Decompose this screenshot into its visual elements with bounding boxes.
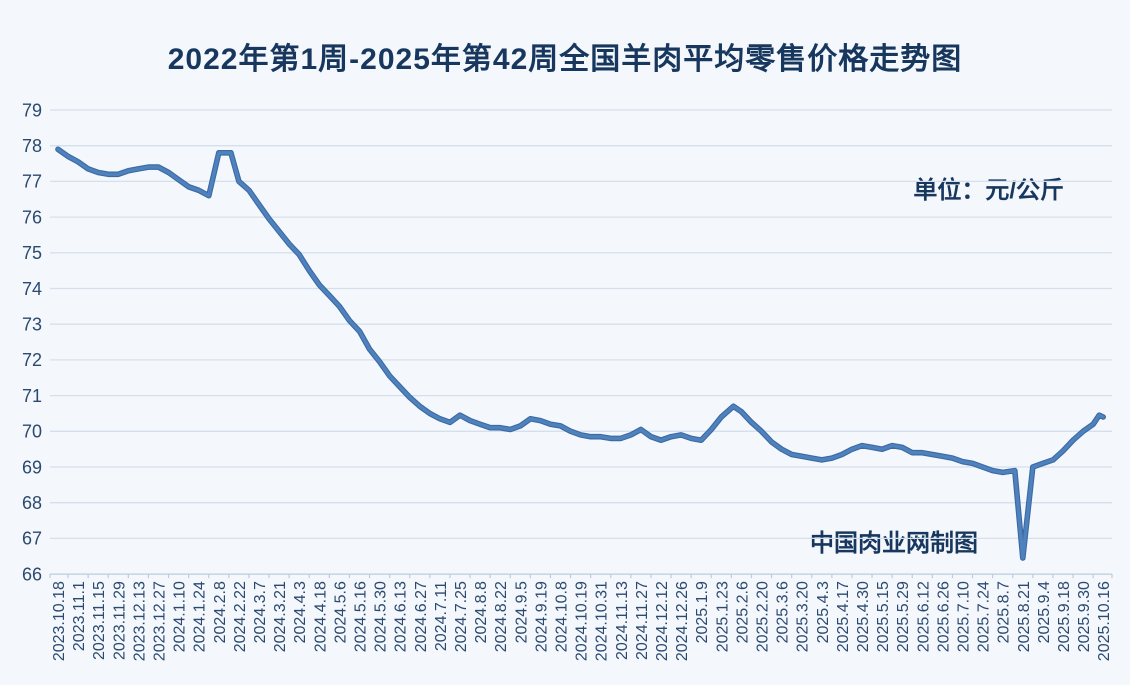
x-tick-label: 2025.3.20 — [795, 581, 812, 652]
x-tick-label: 2025.9.30 — [1076, 581, 1093, 652]
x-tick-label: 2024.5.6 — [332, 581, 349, 643]
y-tick-label: 66 — [22, 564, 42, 584]
chart-title: 2022年第1周-2025年第42周全国羊肉平均零售价格走势图 — [167, 43, 963, 76]
y-tick-label: 79 — [22, 100, 42, 120]
y-tick-label: 78 — [22, 136, 42, 156]
x-tick-label: 2024.12.26 — [674, 581, 691, 661]
x-tick-label: 2025.6.12 — [915, 581, 932, 652]
x-tick-label: 2024.5.30 — [373, 581, 390, 652]
y-tick-label: 74 — [22, 279, 42, 299]
x-tick-label: 2023.12.27 — [152, 581, 169, 661]
x-tick-label: 2023.10.18 — [51, 581, 68, 661]
x-tick-label: 2024.7.25 — [453, 581, 470, 652]
y-tick-label: 77 — [22, 172, 42, 192]
price-line-edge — [55, 146, 1106, 561]
x-tick-label: 2024.3.21 — [272, 581, 289, 652]
x-tick-label: 2025.5.29 — [895, 581, 912, 652]
x-tick-label: 2025.5.15 — [875, 581, 892, 652]
x-tick-label: 2024.10.31 — [594, 581, 611, 661]
y-tick-label: 72 — [22, 350, 42, 370]
x-tick-label: 2024.8.8 — [473, 581, 490, 643]
x-tick-label: 2024.4.18 — [312, 581, 329, 652]
x-tick-label: 2025.6.26 — [935, 581, 952, 652]
x-tick-label: 2024.6.27 — [413, 581, 430, 652]
y-tick-label: 71 — [22, 386, 42, 406]
credit-label: 中国肉业网制图 — [810, 530, 978, 557]
x-tick-label: 2023.11.29 — [111, 581, 128, 660]
x-tick-label: 2024.1.10 — [172, 581, 189, 652]
x-tick-label: 2024.7.11 — [433, 581, 450, 651]
x-tick-label: 2024.11.13 — [614, 581, 631, 660]
y-tick-label: 68 — [22, 493, 42, 513]
x-tick-label: 2024.5.16 — [353, 581, 370, 652]
x-tick-label: 2025.3.6 — [775, 581, 792, 643]
x-tick-label: 2024.8.22 — [493, 581, 510, 652]
x-tick-label: 2025.7.10 — [956, 581, 973, 652]
y-tick-label: 69 — [22, 457, 42, 477]
x-tick-label: 2024.6.13 — [393, 581, 410, 652]
x-tick-label: 2025.9.4 — [1036, 581, 1053, 643]
x-tick-label: 2024.9.5 — [513, 581, 530, 643]
x-tick-label: 2024.10.19 — [574, 581, 591, 661]
y-tick-label: 73 — [22, 315, 42, 335]
x-tick-label: 2023.11.1 — [71, 581, 88, 651]
x-tick-label: 2025.4.3 — [815, 581, 832, 643]
x-tick-label: 2025.1.23 — [714, 581, 731, 652]
x-tick-label: 2024.3.7 — [252, 581, 269, 643]
x-tick-label: 2023.12.13 — [131, 581, 148, 661]
x-tick-label: 2025.1.9 — [694, 581, 711, 643]
x-tick-label: 2025.9.18 — [1056, 581, 1073, 652]
x-tick-label: 2024.12.12 — [654, 581, 671, 661]
x-tick-label: 2024.1.24 — [192, 581, 209, 652]
x-tick-label: 2025.2.20 — [755, 581, 772, 652]
x-tick-label: 2025.4.17 — [835, 581, 852, 652]
x-tick-label: 2025.2.6 — [734, 581, 751, 643]
x-tick-label: 2025.4.30 — [855, 581, 872, 652]
x-tick-label: 2024.10.8 — [554, 581, 571, 652]
price-line — [56, 147, 1105, 560]
x-tick-label: 2024.11.27 — [634, 581, 651, 660]
y-tick-label: 76 — [22, 207, 42, 227]
x-tick-label: 2024.4.3 — [292, 581, 309, 643]
x-tick-label: 2024.2.8 — [212, 581, 229, 643]
x-tick-label: 2023.11.15 — [91, 581, 108, 660]
y-tick-label: 75 — [22, 243, 42, 263]
x-tick-label: 2024.9.19 — [533, 581, 550, 652]
x-tick-label: 2024.2.22 — [232, 581, 249, 652]
x-tick-label: 2025.8.21 — [1016, 581, 1033, 652]
x-tick-label: 2025.10.16 — [1096, 581, 1113, 661]
y-tick-label: 67 — [22, 529, 42, 549]
x-tick-label: 2025.8.7 — [996, 581, 1013, 643]
x-tick-label: 2025.7.24 — [976, 581, 993, 652]
y-tick-label: 70 — [22, 422, 42, 442]
